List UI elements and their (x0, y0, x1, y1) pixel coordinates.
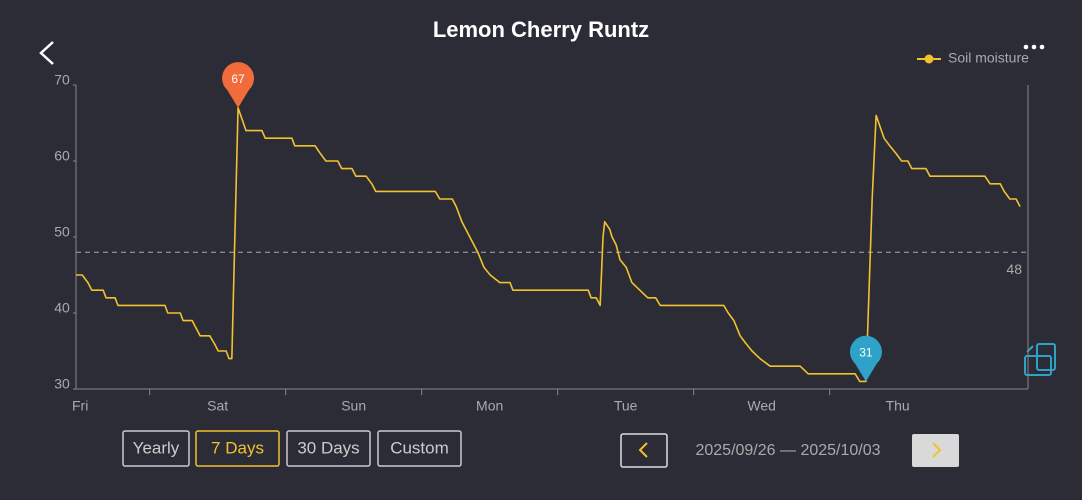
x-tick-label: Mon (476, 398, 503, 414)
title: Lemon Cherry Runtz (433, 17, 649, 42)
range-button[interactable] (286, 430, 371, 467)
more-button[interactable] (1023, 44, 1045, 50)
marker-pin (222, 62, 255, 108)
next-button[interactable] (912, 434, 959, 467)
range-button-label: 7 Days (211, 438, 264, 457)
range-button[interactable] (195, 430, 280, 467)
marker-pin (849, 335, 882, 382)
range-button[interactable] (122, 430, 190, 467)
marker-label: 31 (859, 346, 873, 360)
y-tick-label: 40 (54, 300, 70, 316)
date-range: 2025/09/26 — 2025/10/03 (695, 442, 880, 459)
range-button-label: 30 Days (297, 438, 359, 457)
y-tick-label: 70 (54, 72, 70, 88)
back-button[interactable] (39, 41, 54, 65)
range-button-label: Custom (390, 438, 449, 457)
x-tick-label: Thu (886, 398, 910, 414)
x-tick-label: Wed (747, 398, 776, 414)
x-tick-label: Sun (341, 398, 366, 414)
reference-label: 48 (1006, 261, 1022, 277)
data-line (76, 107, 1021, 383)
marker-label: 67 (231, 72, 245, 86)
x-tick-label: Tue (614, 398, 638, 414)
prev-button[interactable] (620, 433, 668, 468)
legend-dot (924, 54, 934, 64)
range-button[interactable] (377, 430, 462, 467)
legend-label: Soil moisture (948, 50, 1029, 66)
x-tick-label: Sat (207, 398, 228, 414)
y-tick-label: 60 (54, 148, 70, 164)
next-icon (932, 442, 942, 458)
x-tick-label: Fri (72, 398, 88, 414)
range-button-label: Yearly (133, 438, 180, 457)
y-tick-label: 50 (54, 224, 70, 240)
y-tick-label: 30 (54, 376, 70, 392)
prev-icon (638, 442, 648, 458)
